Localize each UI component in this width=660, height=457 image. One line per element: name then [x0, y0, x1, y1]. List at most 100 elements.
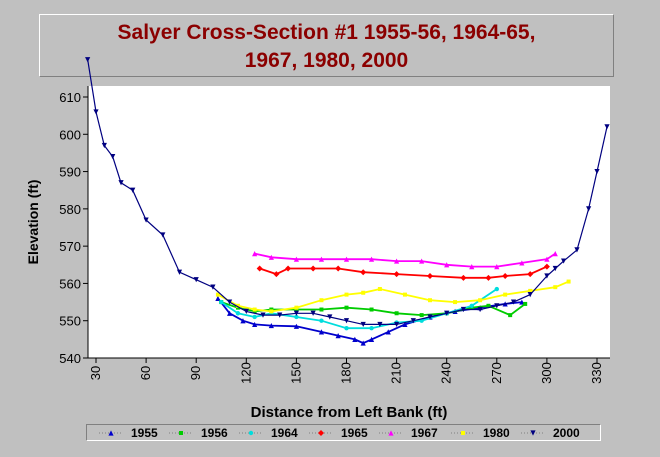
data-point-2000 [574, 247, 580, 253]
data-point-1967 [343, 256, 350, 262]
data-point-1980 [377, 287, 382, 292]
data-point-1980 [269, 309, 274, 314]
legend-marker-1964 [239, 430, 263, 436]
data-point-2000 [143, 217, 149, 223]
legend-symbol [530, 430, 536, 436]
data-point-1956 [344, 305, 349, 310]
y-tick-label: 560 [59, 276, 81, 291]
legend-item-1980: 1980 [447, 426, 510, 440]
data-point-2000 [561, 258, 567, 264]
data-point-2000 [360, 321, 366, 328]
legend-symbol [388, 430, 394, 436]
data-point-2000 [193, 277, 199, 283]
x-tick-label: 240 [439, 362, 454, 384]
plot-area [88, 86, 610, 358]
data-point-2000 [394, 321, 400, 328]
y-tick-label: 600 [59, 127, 81, 142]
data-point-2000 [444, 310, 450, 316]
data-point-2000 [494, 303, 500, 309]
tick-layer: 30 60 90 120 150 180 210 240 270 300 330 540 550 560 5… [59, 90, 604, 384]
legend-label: 1956 [201, 426, 228, 440]
x-tick-label: 300 [539, 362, 554, 384]
legend-label: 1980 [483, 426, 510, 440]
data-point-1964 [469, 303, 474, 308]
legend-item-1965: 1965 [305, 426, 368, 440]
series-2000 [85, 57, 610, 328]
legend-label: 1955 [131, 426, 158, 440]
data-point-1964 [369, 325, 374, 331]
data-point-1967 [544, 256, 550, 262]
data-point-1980 [319, 298, 324, 303]
data-point-2000 [377, 321, 383, 328]
data-point-1967 [394, 258, 400, 264]
series-1967 [252, 251, 558, 270]
data-point-1980 [528, 288, 533, 293]
data-point-1955 [402, 321, 408, 328]
data-point-1956 [369, 307, 374, 312]
data-point-2000 [293, 310, 299, 316]
data-point-1967 [293, 256, 299, 262]
chart-title-line-2: 1967, 1980, 2000 [244, 49, 409, 72]
data-point-1965 [460, 274, 467, 281]
data-point-1956 [508, 313, 513, 318]
legend-label: 1967 [411, 426, 438, 440]
data-point-1965 [360, 269, 367, 276]
legend-label: 1965 [341, 426, 368, 440]
data-point-2000 [93, 109, 99, 115]
data-point-1980 [252, 307, 257, 312]
data-point-1965 [527, 271, 534, 278]
data-point-1967 [519, 260, 525, 266]
legend-item-1964: 1964 [235, 426, 298, 440]
data-point-1955 [318, 329, 325, 335]
data-point-1965 [502, 272, 509, 279]
y-tick-label: 570 [59, 239, 81, 254]
series-layer [85, 57, 610, 346]
data-point-1964 [252, 314, 257, 320]
legend-item-1967: 1967 [375, 426, 438, 440]
data-point-1955 [268, 322, 274, 329]
data-point-1955 [227, 310, 233, 316]
data-point-2000 [243, 308, 249, 314]
data-point-2000 [552, 265, 558, 272]
data-point-1980 [453, 300, 458, 305]
data-point-1980 [344, 292, 349, 297]
x-tick-label: 210 [389, 362, 404, 384]
data-point-1967 [469, 264, 475, 270]
legend-label: 2000 [553, 426, 580, 440]
legend-symbol [248, 430, 254, 436]
data-point-1965 [256, 265, 263, 272]
data-point-2000 [460, 306, 466, 313]
data-point-2000 [544, 273, 550, 279]
data-point-1964 [344, 325, 349, 331]
data-point-2000 [85, 57, 91, 63]
data-point-1955 [368, 336, 375, 342]
data-point-1964 [494, 286, 499, 292]
data-point-1964 [319, 318, 324, 323]
legend-label: 1964 [271, 426, 298, 440]
legend-item-1955: 1955 [95, 426, 158, 440]
legend-symbol [179, 431, 183, 435]
data-point-2000 [110, 154, 116, 160]
data-point-1967 [552, 251, 558, 257]
data-point-1967 [444, 262, 450, 268]
data-point-1956 [486, 303, 491, 308]
data-point-1965 [393, 271, 400, 278]
y-tick-label: 540 [59, 351, 81, 366]
data-point-1955 [293, 323, 299, 329]
data-point-2000 [343, 318, 350, 324]
y-tick-label: 550 [59, 314, 81, 329]
chart-title-line-1: Salyer Cross-Section #1 1955-56, 1964-65… [117, 21, 536, 44]
data-point-1980 [553, 285, 558, 290]
x-tick-label: 330 [589, 362, 604, 384]
data-point-2000 [510, 299, 517, 305]
legend: 1955 1956 1964 1965 1967 1980 2000 [86, 424, 601, 441]
y-tick-label: 610 [59, 90, 81, 105]
legend-marker-1980 [451, 431, 475, 435]
data-point-2000 [227, 299, 233, 305]
data-point-1967 [368, 256, 375, 262]
legend-symbol [318, 430, 324, 436]
y-tick-label: 590 [59, 165, 81, 180]
x-tick-label: 150 [288, 362, 303, 384]
data-point-1955 [252, 321, 258, 328]
data-point-1967 [318, 256, 325, 262]
